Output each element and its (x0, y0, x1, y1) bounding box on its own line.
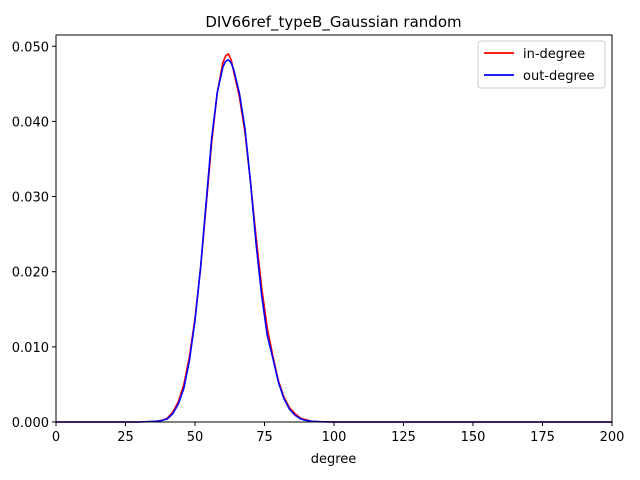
series-layer (56, 52, 612, 423)
plot-frame (55, 34, 613, 423)
x-tick-label: 125 (391, 430, 416, 445)
x-tick-label: 100 (322, 430, 347, 445)
legend-label-out-degree: out-degree (523, 69, 595, 84)
series-line-out-degree (56, 59, 612, 423)
axis-layer: 0 25 50 75 100 125 150 175 200 0.000 0.010 0.020 0.0… (12, 40, 625, 445)
x-tick-label: 150 (461, 430, 486, 445)
x-tick-label: 200 (600, 430, 625, 445)
legend-label-in-degree: in-degree (523, 47, 585, 62)
y-tick-label: 0.030 (12, 191, 49, 206)
chart-title: DIV66ref_typeB_Gaussian random (205, 13, 461, 32)
legend: in-degree out-degree (477, 40, 606, 89)
x-axis-label: degree (311, 452, 357, 467)
y-tick-label: 0.000 (12, 416, 49, 431)
x-tick-label: 50 (187, 430, 204, 445)
x-tick-label: 75 (256, 430, 273, 445)
x-tick-label: 25 (117, 430, 134, 445)
x-tick-label: 175 (530, 430, 555, 445)
x-tick-label: 0 (52, 430, 60, 445)
y-tick-label: 0.020 (12, 266, 49, 281)
y-tick-label: 0.040 (12, 115, 49, 130)
y-tick-label: 0.010 (12, 341, 49, 356)
y-tick-label: 0.050 (12, 40, 49, 55)
